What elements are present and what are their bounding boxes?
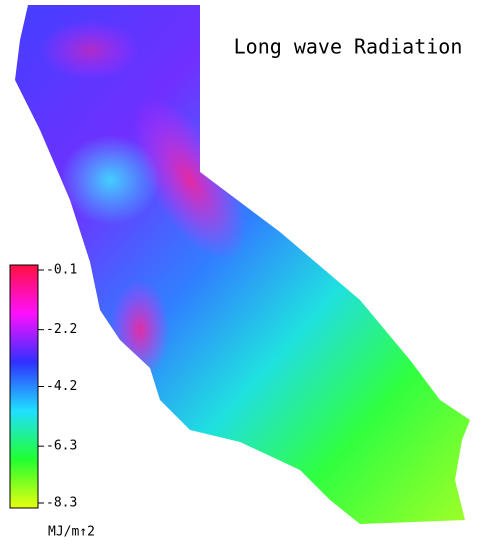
tick-label: -2.2 [46, 322, 77, 337]
tick-label: -8.3 [46, 496, 77, 511]
tick-label: -4.2 [46, 379, 77, 394]
tick-label: -6.3 [46, 439, 77, 454]
map-title: Long wave Radiation [234, 35, 463, 59]
colorbar [9, 264, 39, 509]
legend-unit: MJ/m↑2 [48, 525, 95, 540]
tick-label: -0.1 [46, 263, 77, 278]
